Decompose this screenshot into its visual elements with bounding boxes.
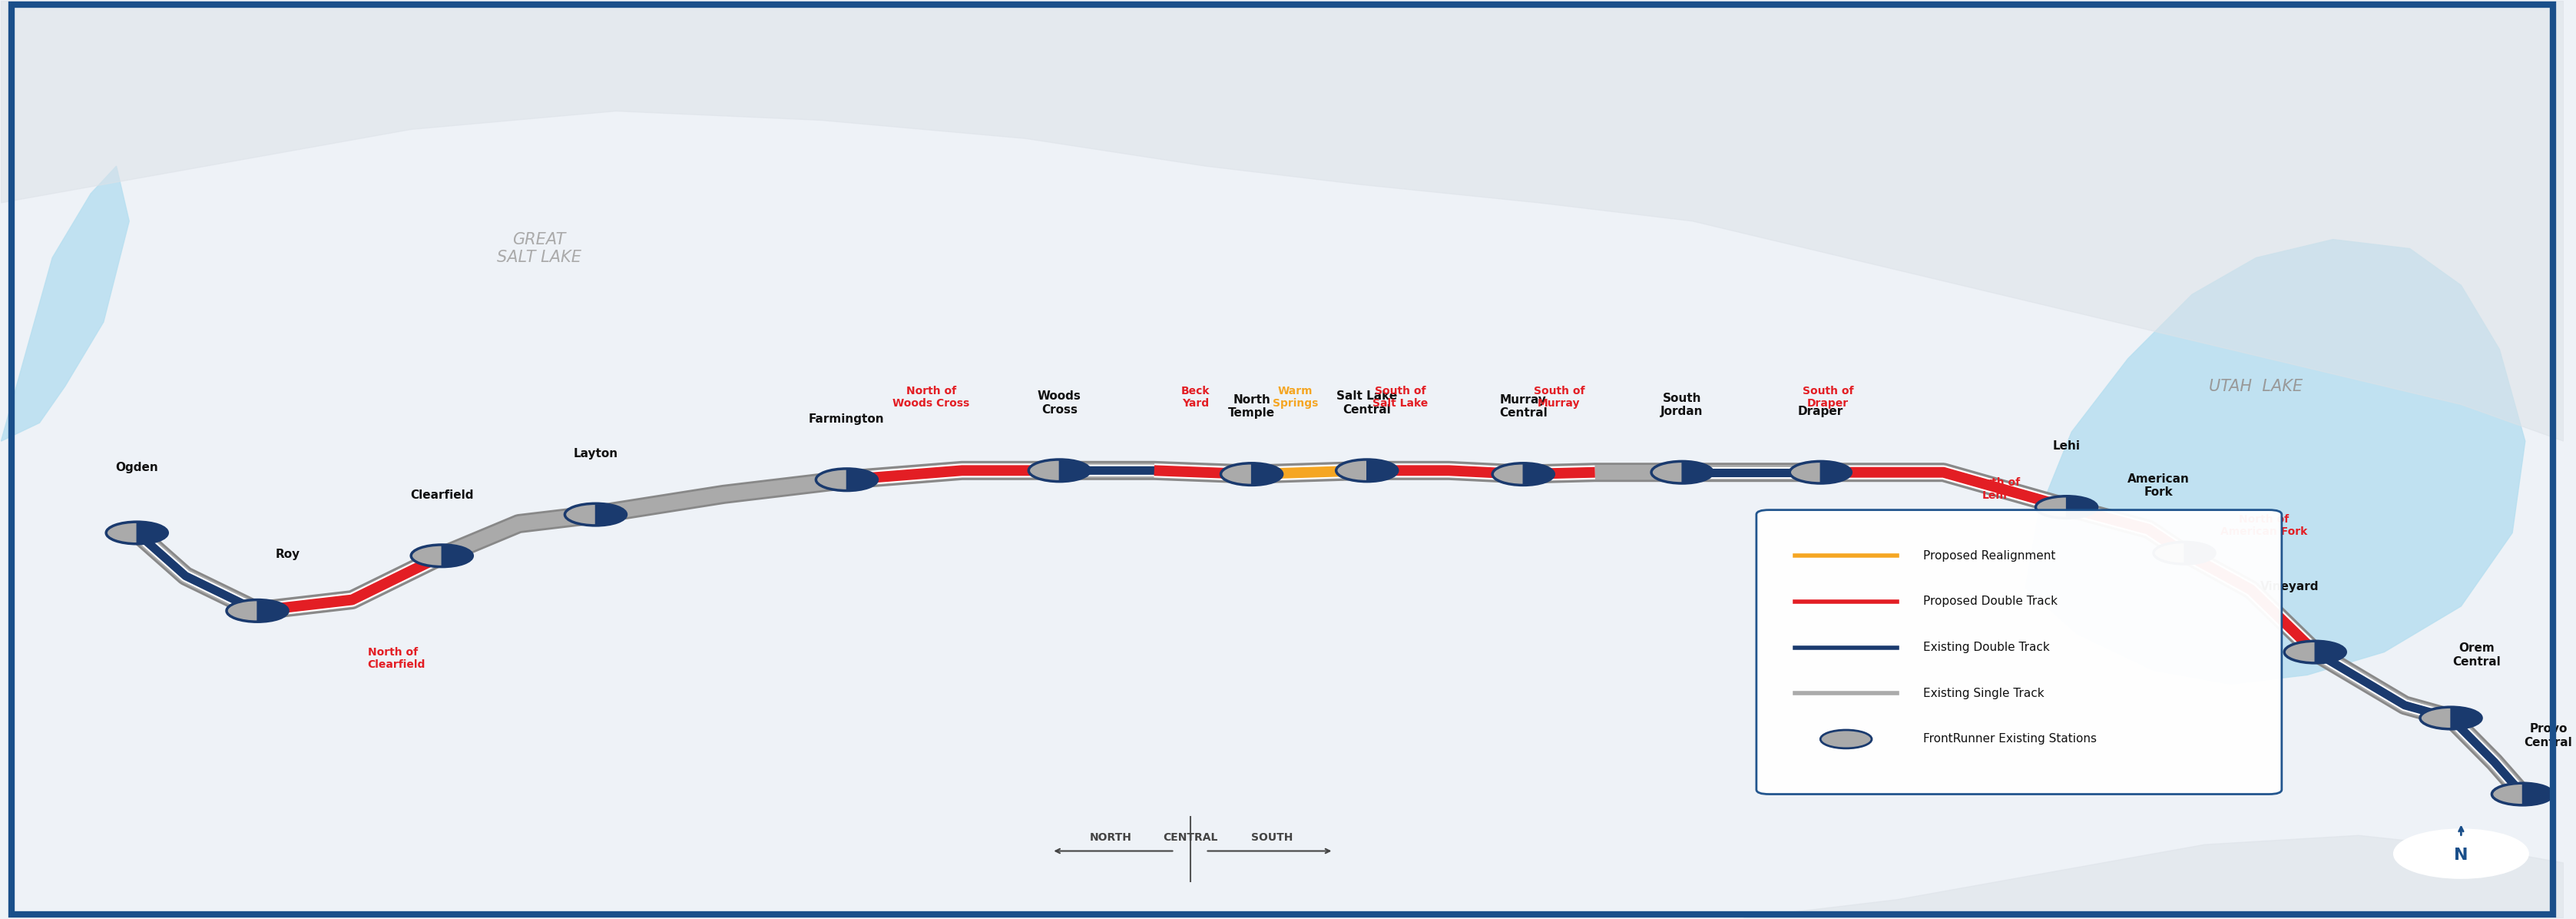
Text: Vineyard: Vineyard	[2259, 581, 2318, 593]
Text: Roy: Roy	[276, 549, 301, 561]
Circle shape	[2419, 707, 2481, 729]
Text: Existing Single Track: Existing Single Track	[1922, 687, 2043, 699]
Circle shape	[1492, 463, 1553, 485]
Text: South of
Salt Lake: South of Salt Lake	[1373, 386, 1427, 409]
Circle shape	[1790, 461, 1850, 483]
Text: N: N	[2452, 848, 2468, 863]
Text: Farmington: Farmington	[809, 414, 884, 425]
Polygon shape	[1744, 835, 2563, 918]
Polygon shape	[1819, 461, 1850, 483]
Text: Warm
Springs: Warm Springs	[1273, 386, 1316, 409]
Text: South of
Murray: South of Murray	[1533, 386, 1584, 409]
Text: North
Temple: North Temple	[1229, 394, 1275, 419]
Circle shape	[106, 522, 167, 544]
Polygon shape	[595, 504, 626, 526]
Polygon shape	[0, 166, 129, 441]
Text: SOUTH: SOUTH	[1252, 832, 1293, 843]
Text: FrontRunner Existing Stations: FrontRunner Existing Stations	[1922, 733, 2097, 745]
Circle shape	[2035, 496, 2097, 518]
Circle shape	[2393, 830, 2527, 878]
Text: South
Jordan: South Jordan	[1662, 392, 1703, 417]
Text: Proposed Realignment: Proposed Realignment	[1922, 550, 2056, 562]
Text: NORTH: NORTH	[1090, 832, 1131, 843]
Polygon shape	[848, 469, 878, 491]
Polygon shape	[2025, 240, 2524, 684]
Text: Salt Lake
Central: Salt Lake Central	[1337, 391, 1396, 415]
Text: South of
Draper: South of Draper	[1803, 386, 1852, 409]
Polygon shape	[1365, 460, 1396, 482]
Polygon shape	[258, 600, 289, 622]
Text: Orem
Central: Orem Central	[2452, 642, 2499, 667]
Circle shape	[817, 469, 878, 491]
Circle shape	[412, 545, 471, 567]
Polygon shape	[1682, 461, 1713, 483]
Circle shape	[1221, 463, 1283, 485]
Text: American
Fork: American Fork	[2128, 473, 2190, 498]
Circle shape	[227, 600, 289, 622]
Circle shape	[564, 504, 626, 526]
Circle shape	[2154, 542, 2215, 564]
FancyBboxPatch shape	[1757, 510, 2280, 794]
Circle shape	[1651, 461, 1713, 483]
Polygon shape	[2066, 496, 2097, 518]
Polygon shape	[0, 1, 2563, 441]
Circle shape	[2282, 641, 2344, 663]
Polygon shape	[2184, 542, 2215, 564]
Polygon shape	[2450, 707, 2481, 729]
Text: Murray
Central: Murray Central	[1499, 394, 1546, 419]
Text: Draper: Draper	[1798, 406, 1842, 417]
Circle shape	[2491, 783, 2553, 805]
Text: Beck
Yard: Beck Yard	[1180, 386, 1208, 409]
Text: Proposed Double Track: Proposed Double Track	[1922, 596, 2056, 607]
Text: Provo
Central: Provo Central	[2524, 723, 2571, 748]
Polygon shape	[2313, 641, 2344, 663]
Circle shape	[1028, 460, 1090, 482]
Text: UTAH  LAKE: UTAH LAKE	[2208, 379, 2303, 394]
Text: Clearfield: Clearfield	[410, 489, 474, 501]
Polygon shape	[1522, 463, 1553, 485]
Text: Ogden: Ogden	[116, 461, 157, 473]
Text: North of
American Fork: North of American Fork	[2221, 515, 2306, 538]
Text: Existing Double Track: Existing Double Track	[1922, 641, 2048, 653]
Text: Woods
Cross: Woods Cross	[1038, 391, 1082, 415]
Text: GREAT
SALT LAKE: GREAT SALT LAKE	[497, 232, 582, 266]
Polygon shape	[440, 545, 471, 567]
Text: North of
Lehi: North of Lehi	[1968, 478, 2020, 501]
Polygon shape	[1059, 460, 1090, 482]
Text: Lehi: Lehi	[2053, 440, 2079, 452]
Polygon shape	[2522, 783, 2553, 805]
Text: North of
Woods Cross: North of Woods Cross	[891, 386, 969, 409]
Circle shape	[1337, 460, 1396, 482]
Text: Layton: Layton	[572, 448, 618, 460]
Text: North of
Clearfield: North of Clearfield	[368, 647, 425, 670]
Text: CENTRAL: CENTRAL	[1162, 832, 1216, 843]
Polygon shape	[137, 522, 167, 544]
Polygon shape	[1252, 463, 1283, 485]
Circle shape	[1819, 730, 1870, 748]
